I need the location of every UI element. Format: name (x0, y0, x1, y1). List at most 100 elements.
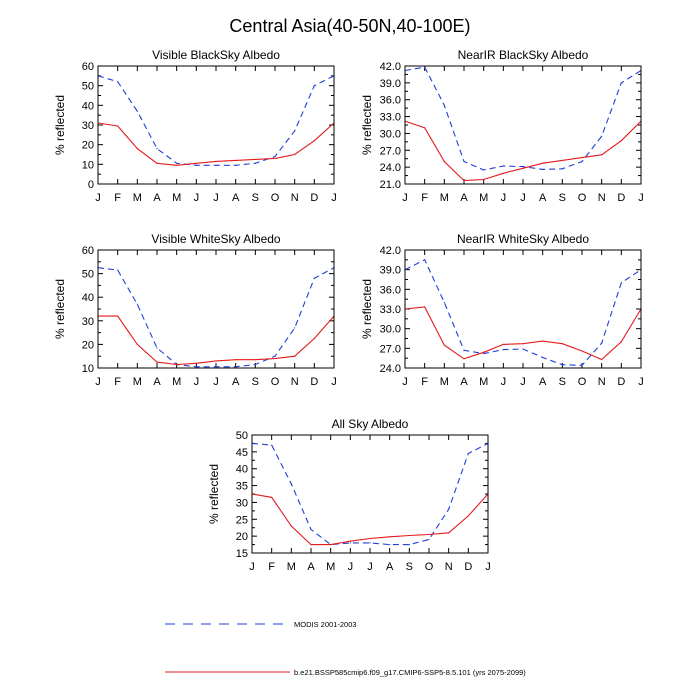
data-point-model (176, 164, 178, 166)
data-point-modis (448, 508, 450, 510)
data-point-model (581, 350, 583, 352)
y-tick-label: 15 (236, 548, 248, 560)
data-point-model (195, 162, 197, 164)
y-tick-label: 30.0 (380, 128, 401, 140)
panel-5: All Sky Albedo % reflected 15 20 25 30 35 40 45 5… (207, 417, 491, 573)
panel-2: NearIR BlackSky Albedo % reflected 21.0 24.… (360, 48, 644, 204)
data-point-modis (310, 528, 312, 531)
plot-frame (251, 434, 489, 554)
series-line-model (404, 306, 642, 361)
x-tick-label: J (348, 561, 354, 573)
y-tick-label: 27.0 (380, 343, 401, 355)
y-tick-label: 50 (82, 269, 94, 281)
data-point-model (467, 515, 469, 517)
data-point-modis (235, 164, 237, 166)
series-line-model (251, 493, 489, 546)
data-point-modis (235, 366, 237, 368)
data-point-model (117, 125, 119, 127)
y-tick-label: 35 (236, 481, 248, 493)
x-tick-label: S (559, 376, 566, 388)
data-point-model (463, 180, 465, 182)
data-point-model (620, 341, 622, 343)
data-point-model (463, 358, 465, 360)
data-point-modis (117, 269, 119, 271)
data-point-model (274, 357, 276, 360)
x-tick-label: J (402, 192, 408, 204)
y-tick-label: 39.0 (380, 265, 401, 277)
data-point-model (274, 157, 276, 160)
data-point-model (522, 343, 524, 345)
x-tick-label: O (425, 561, 434, 573)
x-tick-label: M (172, 192, 181, 204)
data-point-modis (271, 444, 273, 446)
y-tick-label: 30 (82, 316, 94, 328)
data-point-model (313, 337, 315, 340)
panel-title: Visible BlackSky Albedo (152, 48, 280, 62)
x-tick-label: M (172, 376, 181, 388)
y-tick-label: 45 (236, 447, 248, 459)
data-point-model (313, 140, 315, 142)
x-tick-label: A (460, 376, 468, 388)
data-point-model (136, 148, 138, 150)
data-point-modis (620, 282, 622, 284)
data-point-model (601, 154, 603, 156)
data-point-modis (561, 168, 563, 170)
data-point-modis (522, 348, 524, 350)
x-tick-label: J (331, 192, 337, 204)
y-tick-label: 30 (82, 120, 94, 132)
y-tick-label: 36.0 (380, 95, 401, 107)
data-point-model (254, 359, 256, 361)
series-line-model (404, 120, 642, 182)
x-tick-label: A (539, 192, 547, 204)
data-point-model (428, 533, 430, 536)
data-point-model (176, 363, 178, 366)
figure-title: Central Asia(40-50N,40-100E) (229, 16, 470, 36)
y-tick-label: 60 (82, 245, 94, 257)
data-point-modis (136, 110, 138, 112)
x-tick-label: D (464, 561, 472, 573)
data-point-model (271, 496, 273, 498)
data-point-modis (428, 538, 430, 541)
data-point-model (601, 358, 603, 361)
x-tick-label: J (520, 376, 526, 388)
x-tick-label: J (402, 376, 408, 388)
data-point-modis (369, 542, 371, 544)
x-tick-label: O (578, 376, 587, 388)
data-point-model (254, 158, 256, 161)
x-tick-label: J (213, 376, 219, 388)
y-tick-label: 0 (88, 179, 94, 191)
data-point-model (235, 159, 237, 161)
data-point-modis (117, 81, 119, 83)
x-tick-label: D (310, 376, 318, 388)
data-point-model (581, 156, 583, 159)
data-point-modis (620, 82, 622, 84)
data-point-model (522, 167, 524, 169)
y-tick-label: 33.0 (380, 112, 401, 124)
x-tick-label: D (310, 192, 318, 204)
x-tick-label: O (271, 376, 280, 388)
x-tick-label: J (367, 561, 373, 573)
x-tick-label: M (133, 376, 142, 388)
data-point-modis (290, 483, 292, 485)
y-tick-label: 60 (82, 61, 94, 73)
x-tick-label: F (421, 192, 428, 204)
y-tick-label: 42.0 (380, 245, 401, 257)
data-point-model (408, 534, 410, 537)
x-tick-label: F (268, 561, 275, 573)
x-tick-label: O (271, 192, 280, 204)
data-point-modis (156, 347, 158, 349)
y-tick-label: 20 (236, 531, 248, 543)
x-tick-label: M (479, 192, 488, 204)
y-tick-label: 40 (82, 292, 94, 304)
data-point-model (561, 343, 563, 345)
x-tick-label: A (153, 376, 161, 388)
x-tick-label: O (578, 192, 587, 204)
y-tick-label: 30 (236, 497, 248, 509)
data-point-model (483, 351, 485, 353)
data-point-modis (349, 542, 351, 544)
x-tick-label: D (617, 376, 625, 388)
y-tick-label: 20 (82, 140, 94, 152)
y-tick-label: 50 (236, 430, 248, 442)
data-point-modis (176, 162, 178, 164)
